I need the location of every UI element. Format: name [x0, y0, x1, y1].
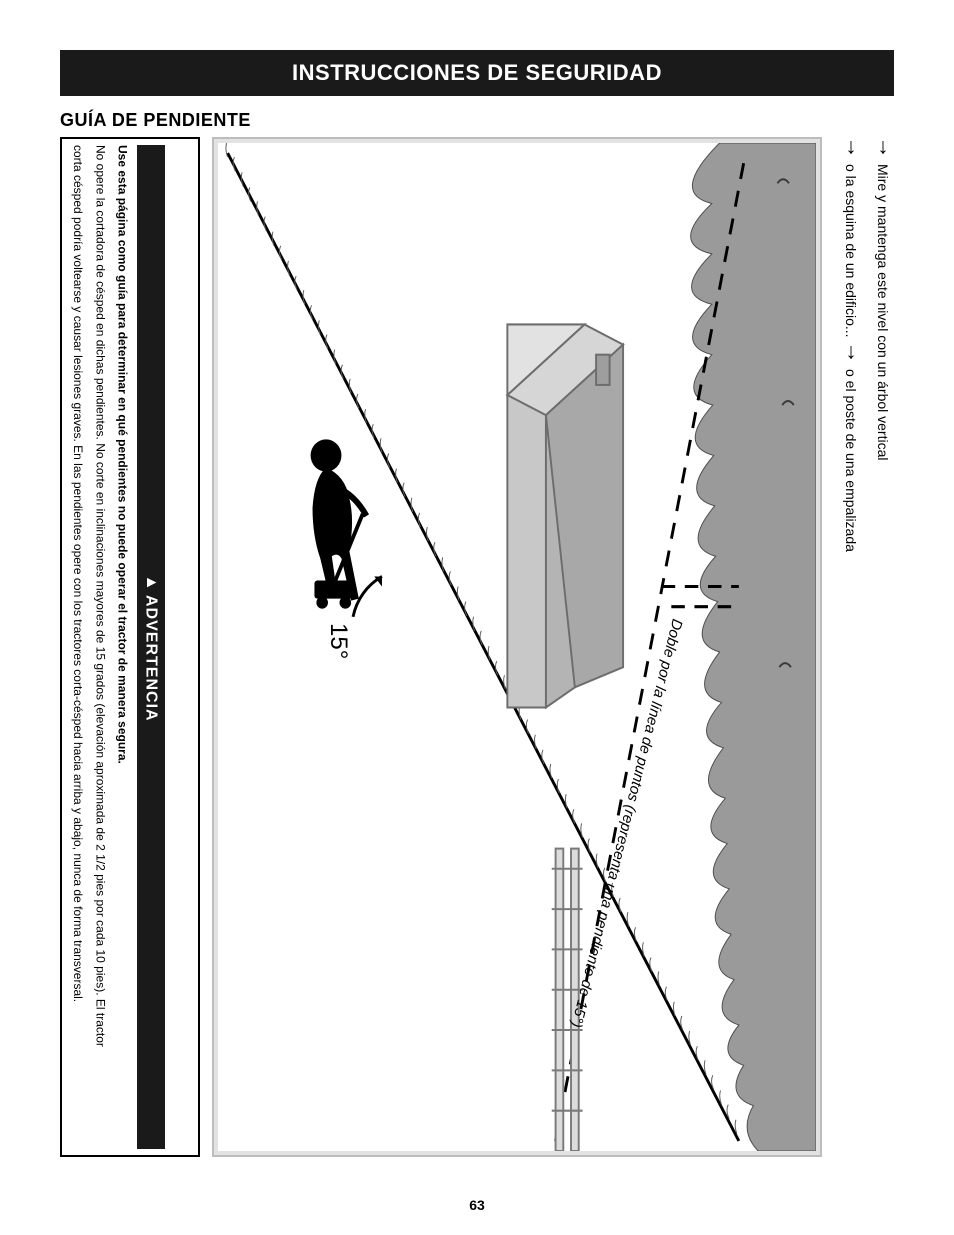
arrow-up-icon: ↑: [846, 342, 857, 364]
warning-body-col2: corta césped podría voltearse y causar l…: [70, 145, 86, 1149]
illustration-wrap: 15° Doble por la línea de puntos (repres…: [212, 137, 894, 1157]
right-label-col-1: ↑ Mire y mantenga este nivel con un árbo…: [872, 143, 894, 1151]
banner: INSTRUCCIONES DE SEGURIDAD: [60, 50, 894, 96]
illustration: 15° Doble por la línea de puntos (repres…: [218, 143, 816, 1151]
arrow-up-icon: ↑: [878, 138, 889, 160]
trees-shape: [691, 143, 816, 1151]
warning-box: corta césped podría voltearse y causar l…: [60, 137, 200, 1157]
warning-bar: ▲ ADVERTENCIA: [137, 145, 165, 1149]
grass-texture: [226, 143, 737, 1134]
slope-diagram-svg: [218, 143, 816, 1151]
right-label-building: o la esquina de un edificio...: [843, 164, 859, 338]
arrow-up-icon: ↑: [846, 138, 857, 160]
right-label-tree: Mire y mantenga este nivel con un árbol …: [875, 164, 891, 460]
person-silhouette: [311, 439, 367, 608]
illustration-frame: 15° Doble por la línea de puntos (repres…: [212, 137, 822, 1157]
right-labels: ↑ o la esquina de un edificio... ↑ o el …: [838, 137, 894, 1157]
warning-triangle-icon: ▲: [142, 573, 160, 591]
page-number: 63: [0, 1197, 954, 1213]
warning-body-col1: No opere la cortadora de césped en dicha…: [92, 145, 108, 1149]
angle-label: 15°: [324, 623, 352, 659]
right-label-fence: o el poste de una empalizada: [843, 369, 859, 552]
banner-title: INSTRUCCIONES DE SEGURIDAD: [292, 60, 662, 85]
right-label-col-2: ↑ o la esquina de un edificio... ↑ o el …: [840, 143, 862, 1151]
warning-bold: Use esta página como guía para determina…: [114, 145, 130, 1149]
warning-bar-label: ADVERTENCIA: [142, 595, 160, 722]
house-shape: [507, 324, 623, 707]
content-row: corta césped podría voltearse y causar l…: [60, 137, 894, 1157]
section-title: GUÍA DE PENDIENTE: [60, 110, 894, 131]
